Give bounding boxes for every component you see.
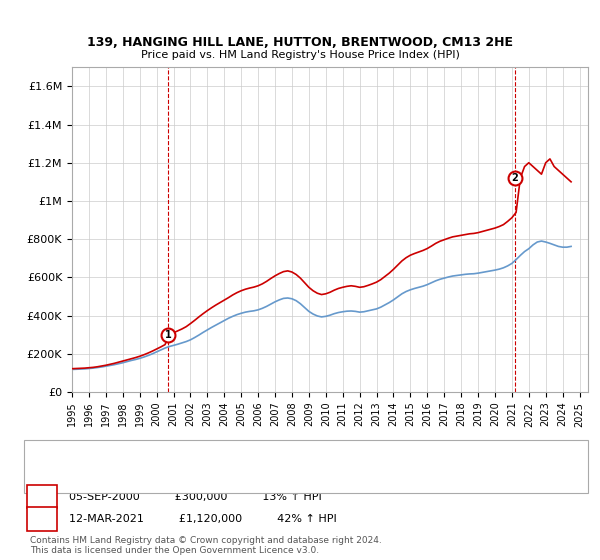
Text: 2: 2	[512, 173, 518, 183]
Text: 139, HANGING HILL LANE, HUTTON, BRENTWOOD, CM13 2HE (detached house): 139, HANGING HILL LANE, HUTTON, BRENTWOO…	[84, 450, 473, 460]
Text: 2: 2	[38, 514, 46, 524]
Text: 05-SEP-2000          £300,000          13% ↑ HPI: 05-SEP-2000 £300,000 13% ↑ HPI	[69, 492, 322, 502]
Text: HPI: Average price, detached house, Brentwood: HPI: Average price, detached house, Bren…	[84, 469, 317, 479]
Text: ——: ——	[42, 467, 70, 482]
Text: 1: 1	[164, 330, 172, 340]
Text: 1: 1	[38, 492, 46, 502]
Text: Contains HM Land Registry data © Crown copyright and database right 2024.: Contains HM Land Registry data © Crown c…	[30, 536, 382, 545]
Text: Price paid vs. HM Land Registry's House Price Index (HPI): Price paid vs. HM Land Registry's House …	[140, 50, 460, 60]
Text: ——: ——	[42, 448, 70, 463]
Text: This data is licensed under the Open Government Licence v3.0.: This data is licensed under the Open Gov…	[30, 547, 319, 556]
Text: 12-MAR-2021          £1,120,000          42% ↑ HPI: 12-MAR-2021 £1,120,000 42% ↑ HPI	[69, 514, 337, 524]
Text: 139, HANGING HILL LANE, HUTTON, BRENTWOOD, CM13 2HE: 139, HANGING HILL LANE, HUTTON, BRENTWOO…	[87, 36, 513, 49]
